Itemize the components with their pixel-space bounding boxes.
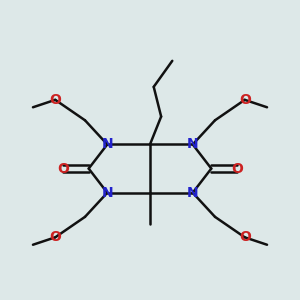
Text: N: N <box>187 137 199 152</box>
Text: N: N <box>101 186 113 200</box>
Text: O: O <box>49 93 61 107</box>
Text: O: O <box>57 162 69 176</box>
Text: N: N <box>187 186 199 200</box>
Text: O: O <box>49 230 61 244</box>
Text: O: O <box>239 93 251 107</box>
Text: N: N <box>101 137 113 152</box>
Text: O: O <box>231 162 243 176</box>
Text: O: O <box>239 230 251 244</box>
